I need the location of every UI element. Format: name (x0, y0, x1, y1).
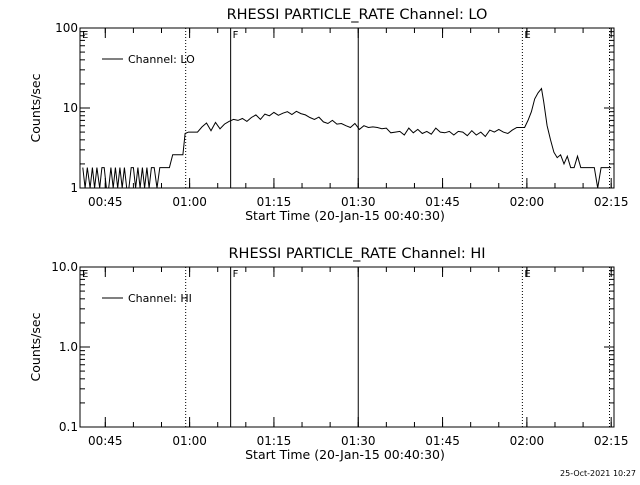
event-marker-label: F (233, 30, 239, 41)
x-tick-label: 01:30 (341, 434, 376, 448)
event-marker-label: E (524, 30, 530, 41)
y-tick-label: 100 (55, 21, 78, 35)
x-tick-label: 00:45 (88, 195, 123, 209)
y-tick-label: 10 (63, 101, 78, 115)
y-tick-label: 0.1 (59, 420, 78, 434)
chart-title: RHESSI PARTICLE_RATE Channel: LO (227, 7, 488, 23)
x-tick-label: 01:00 (172, 195, 207, 209)
y-axis-label: Counts/sec (28, 312, 43, 381)
event-marker-label: E (524, 269, 530, 280)
x-tick-label: 01:45 (425, 434, 460, 448)
x-tick-label: 01:15 (257, 195, 292, 209)
y-tick-label: 1 (70, 181, 78, 195)
plot-frame (79, 27, 615, 189)
x-tick-label: 01:00 (172, 434, 207, 448)
x-tick-label: 02:00 (510, 195, 545, 209)
legend-label: Channel: HI (128, 292, 192, 305)
series-line (82, 87, 612, 188)
x-tick-label: 02:15 (594, 195, 629, 209)
event-marker-label: F (233, 269, 239, 280)
y-tick-label: 10.0 (51, 260, 78, 274)
x-tick-label: 01:30 (341, 195, 376, 209)
x-tick-label: 02:15 (594, 434, 629, 448)
event-marker-label: E (82, 30, 88, 41)
panel-hi: RHESSI PARTICLE_RATE Channel: HI 0.1 1.0 10… (28, 246, 628, 462)
legend-label: Channel: LO (128, 53, 195, 66)
x-tick-label: 02:00 (510, 434, 545, 448)
x-tick-label: 00:45 (88, 434, 123, 448)
x-axis-label: Start Time (20-Jan-15 00:40:30) (245, 208, 445, 223)
x-tick-label: 01:45 (425, 195, 460, 209)
panel-lo: RHESSI PARTICLE_RATE Channel: LO 1 10 100 00… (28, 7, 628, 223)
x-axis-label: Start Time (20-Jan-15 00:40:30) (245, 447, 445, 462)
x-tick-label: 01:15 (257, 434, 292, 448)
event-marker-label: E (82, 269, 88, 280)
y-tick-label: 1.0 (59, 340, 78, 354)
chart-title: RHESSI PARTICLE_RATE Channel: HI (228, 246, 485, 262)
timestamp-label: 25-Oct-2021 10:27 (560, 469, 636, 478)
plot-frame (79, 266, 615, 428)
y-axis-label: Counts/sec (28, 73, 43, 142)
